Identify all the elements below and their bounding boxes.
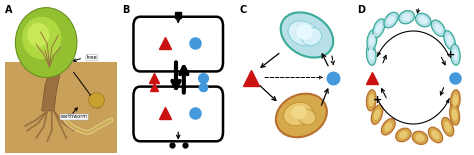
FancyBboxPatch shape	[134, 87, 223, 141]
Ellipse shape	[382, 119, 395, 135]
Ellipse shape	[301, 27, 321, 46]
Ellipse shape	[15, 8, 77, 78]
Ellipse shape	[450, 90, 460, 111]
Text: tree: tree	[86, 55, 97, 60]
Ellipse shape	[288, 21, 319, 46]
Ellipse shape	[374, 109, 380, 120]
Ellipse shape	[384, 122, 392, 132]
Ellipse shape	[22, 17, 61, 59]
Ellipse shape	[428, 127, 443, 143]
Ellipse shape	[399, 11, 414, 24]
Ellipse shape	[276, 94, 327, 137]
Text: C: C	[240, 5, 247, 15]
Ellipse shape	[416, 134, 424, 142]
Ellipse shape	[27, 23, 49, 47]
Ellipse shape	[384, 12, 398, 28]
Ellipse shape	[292, 106, 307, 119]
Text: B: B	[122, 5, 130, 15]
Ellipse shape	[371, 105, 383, 124]
Ellipse shape	[444, 31, 456, 50]
Text: +: +	[446, 50, 455, 60]
Ellipse shape	[453, 94, 458, 106]
Ellipse shape	[402, 13, 411, 21]
Ellipse shape	[442, 117, 454, 136]
Ellipse shape	[453, 49, 458, 61]
Ellipse shape	[416, 13, 431, 27]
Text: earthworm: earthworm	[61, 115, 88, 120]
Ellipse shape	[367, 30, 377, 51]
Ellipse shape	[298, 109, 316, 125]
Ellipse shape	[281, 12, 333, 58]
Ellipse shape	[434, 23, 442, 33]
Text: A: A	[5, 5, 12, 15]
Ellipse shape	[450, 44, 460, 65]
Ellipse shape	[368, 49, 374, 61]
FancyBboxPatch shape	[134, 17, 223, 71]
Ellipse shape	[431, 130, 439, 140]
Ellipse shape	[373, 19, 385, 38]
Ellipse shape	[368, 94, 374, 106]
Ellipse shape	[450, 104, 460, 125]
Ellipse shape	[89, 93, 104, 108]
Ellipse shape	[283, 102, 312, 126]
Ellipse shape	[296, 24, 313, 40]
Ellipse shape	[452, 109, 457, 121]
Text: D: D	[357, 5, 365, 15]
Ellipse shape	[419, 16, 428, 24]
FancyBboxPatch shape	[0, 62, 150, 155]
Ellipse shape	[446, 35, 453, 46]
Ellipse shape	[399, 131, 408, 139]
Ellipse shape	[366, 44, 376, 65]
Ellipse shape	[375, 23, 383, 34]
Ellipse shape	[412, 131, 428, 144]
Ellipse shape	[431, 20, 445, 36]
FancyBboxPatch shape	[0, 0, 150, 155]
Polygon shape	[42, 65, 61, 111]
Ellipse shape	[444, 121, 451, 132]
Ellipse shape	[396, 128, 411, 142]
Ellipse shape	[366, 90, 376, 111]
Ellipse shape	[387, 16, 395, 25]
Ellipse shape	[369, 34, 375, 46]
Text: +: +	[373, 95, 382, 105]
